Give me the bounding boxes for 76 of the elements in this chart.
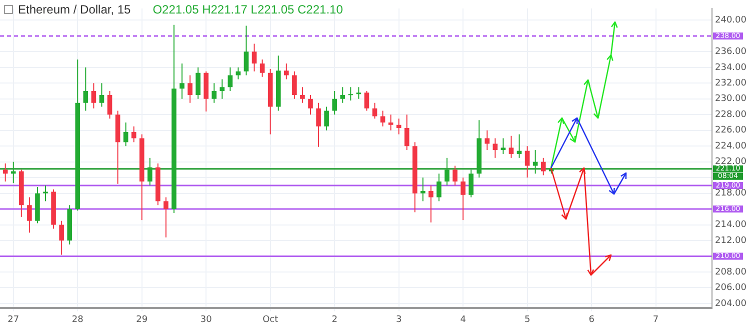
- candlestick: [380, 110, 386, 127]
- candlestick: [388, 114, 394, 131]
- candlestick: [324, 106, 329, 131]
- candlestick: [508, 135, 514, 158]
- y-tick-label: 206.00: [715, 283, 747, 294]
- y-tick-label: 224.00: [715, 141, 747, 152]
- y-tick-label: 230.00: [715, 94, 747, 104]
- x-tick-label: 27: [8, 314, 20, 325]
- candlestick: [147, 157, 152, 186]
- candlestick: [292, 70, 297, 100]
- candlestick: [532, 150, 538, 174]
- candlestick: [59, 220, 64, 256]
- candlestick: [236, 66, 241, 80]
- candlestick: [308, 94, 313, 116]
- y-tick-label: 208.00: [715, 267, 747, 278]
- x-tick-label: 4: [460, 314, 466, 325]
- candlestick: [107, 90, 112, 120]
- candlestick: [123, 122, 128, 147]
- y-tick-label: 204.00: [715, 298, 747, 309]
- candlestick: [2, 162, 8, 182]
- candlestick: [252, 43, 257, 72]
- x-tick-label: 30: [200, 314, 212, 325]
- candlestick: [484, 130, 490, 151]
- candlestick: [196, 66, 200, 100]
- candlestick: [180, 62, 184, 100]
- candlestick: [524, 146, 530, 178]
- candlestick: [428, 184, 434, 223]
- chart-subtitle: O221.05 H221.17 L221.05 C221.10: [152, 2, 344, 16]
- candlestick: [492, 138, 498, 158]
- candlestick: [540, 157, 546, 176]
- x-tick-label: Oct: [262, 314, 279, 325]
- candlestick: [43, 184, 48, 202]
- y-tick-label: 232.00: [715, 78, 747, 88]
- x-tick-label: 3: [396, 314, 402, 325]
- candlestick: [83, 66, 88, 112]
- candlestick: [164, 196, 168, 238]
- y-tick-label: 228.00: [715, 110, 747, 120]
- x-tick-label: 29: [136, 314, 148, 325]
- y-tick-label: 234.00: [715, 62, 747, 73]
- candlestick: [468, 169, 474, 198]
- candlestick: [228, 66, 233, 92]
- candlestick: [348, 86, 354, 101]
- candlestick: [332, 90, 337, 116]
- y-tick-label: 214.00: [715, 220, 747, 230]
- candlestick: [27, 196, 32, 234]
- candlestick: [220, 78, 225, 100]
- y-tick-label: 240.00: [715, 16, 747, 26]
- y-tick-label: 218.00: [715, 188, 747, 199]
- chart-title: Ethereum / Dollar, 15: [18, 2, 132, 16]
- candlestick: [212, 82, 217, 104]
- candlestick: [364, 90, 370, 112]
- candlestick: [356, 86, 362, 100]
- candlestick: [99, 82, 104, 108]
- candlestick: [460, 177, 466, 221]
- x-tick-label: 6: [588, 314, 595, 325]
- candlestick: [300, 86, 305, 104]
- x-tick-label: 5: [524, 314, 530, 325]
- candlestick: [316, 102, 321, 148]
- candlestick: [436, 173, 442, 202]
- x-tick-label: 2: [332, 314, 338, 325]
- y-tick-label: 226.00: [715, 126, 747, 136]
- candlestick: [452, 165, 458, 186]
- x-tick-label: 7: [652, 314, 659, 325]
- candlestick: [444, 157, 450, 186]
- candlestick: [284, 62, 289, 80]
- candlestick: [404, 114, 410, 151]
- candlestick: [340, 86, 346, 104]
- y-tick-label: 236.00: [715, 47, 747, 58]
- candlestick: [500, 138, 506, 154]
- candlestick: [188, 74, 192, 104]
- x-tick-label: 28: [72, 314, 84, 325]
- candlestick: [91, 82, 96, 109]
- candlestick: [420, 177, 426, 202]
- candlestick: [244, 25, 249, 76]
- y-tick-label: 212.00: [715, 236, 747, 246]
- candlestick: [260, 59, 265, 78]
